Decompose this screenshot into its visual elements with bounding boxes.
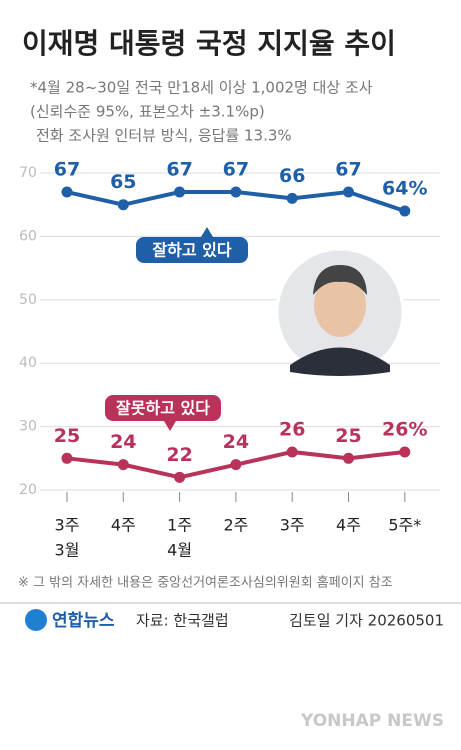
x-month-label: 3월 (55, 541, 80, 560)
x-month-label: 4월 (167, 541, 192, 560)
legend-label: 잘못하고 있다 (116, 399, 210, 418)
x-tick-label: 5주* (388, 516, 421, 535)
point (61, 452, 73, 464)
point (230, 186, 242, 198)
value-label: 26 (279, 418, 305, 440)
value-label: 24 (110, 431, 136, 453)
y-tick-label: 50 (19, 292, 37, 308)
point (61, 186, 73, 198)
byline: 김토일 기자 20260501 (289, 612, 444, 630)
x-tick-label: 3주 (280, 516, 305, 535)
value-label: 67 (54, 159, 80, 181)
value-label: 24 (223, 431, 249, 453)
value-label: 22 (166, 444, 192, 466)
logo: 연합뉴스 (52, 610, 115, 631)
y-tick-label: 60 (19, 228, 37, 244)
x-tick-label: 4주 (336, 516, 361, 535)
legend-pointer (164, 421, 176, 431)
point (230, 459, 242, 471)
point (286, 192, 298, 204)
point (117, 199, 129, 211)
x-tick-label: 4주 (111, 516, 136, 535)
y-tick-label: 40 (19, 355, 37, 371)
point (117, 459, 129, 471)
legend-label: 잘하고 있다 (152, 241, 231, 260)
source: 자료: 한국갤럽 (136, 612, 229, 630)
point (399, 446, 411, 458)
subtitle: 전화 조사원 인터뷰 방식, 응답률 13.3% (36, 127, 292, 145)
point (343, 452, 354, 464)
y-tick-label: 30 (19, 419, 37, 435)
value-label: 25 (335, 425, 361, 447)
value-label: 64% (382, 178, 427, 200)
note: ※ 그 밖의 자세한 내용은 중앙선거여론조사심의위원회 홈페이지 참조 (18, 576, 393, 591)
point (286, 446, 298, 458)
point (174, 471, 186, 483)
value-label: 67 (223, 159, 249, 181)
x-tick-label: 2주 (223, 516, 248, 535)
watermark: YONHAP NEWS (300, 711, 444, 731)
point (174, 186, 186, 198)
y-tick-label: 20 (19, 482, 37, 498)
point (343, 186, 354, 198)
y-tick-label: 70 (19, 165, 37, 181)
value-label: 66 (279, 165, 305, 187)
subtitle: (신뢰수준 95%, 표본오차 ±3.1%p) (30, 103, 265, 121)
value-label: 65 (110, 171, 136, 193)
legend-pointer (201, 227, 213, 237)
legend-box (136, 237, 248, 263)
point (399, 205, 411, 217)
value-label: 26% (382, 418, 427, 440)
logo-icon (25, 609, 47, 631)
value-label: 25 (54, 425, 80, 447)
value-label: 67 (166, 159, 192, 181)
legend-box (105, 395, 221, 421)
x-tick-label: 3주 (55, 516, 80, 535)
value-label: 67 (335, 159, 361, 181)
photo (275, 247, 405, 377)
subtitle: *4월 28~30일 전국 만18세 이상 1,002명 대상 조사 (30, 79, 373, 97)
x-tick-label: 1주 (167, 516, 192, 535)
chart-title: 이재명 대통령 국정 지지율 추이 (22, 27, 396, 60)
